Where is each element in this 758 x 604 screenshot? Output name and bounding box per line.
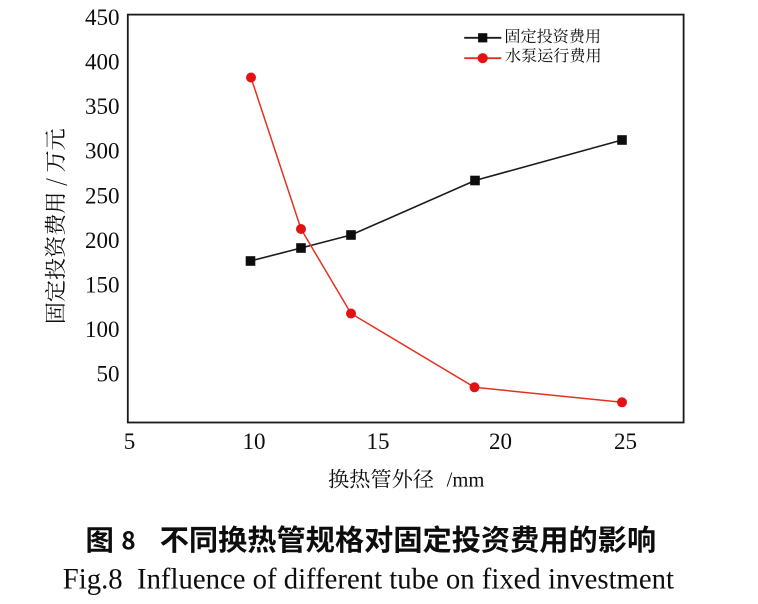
svg-text:100: 100 (85, 317, 120, 342)
svg-text:150: 150 (85, 273, 120, 298)
svg-text:450: 450 (85, 5, 120, 30)
svg-text:10: 10 (243, 429, 266, 454)
svg-text:/mm: /mm (447, 469, 485, 491)
svg-text:25: 25 (614, 429, 637, 454)
svg-text:5: 5 (124, 429, 136, 454)
svg-text:300: 300 (85, 139, 120, 164)
svg-text:20: 20 (489, 429, 512, 454)
svg-text:250: 250 (85, 183, 120, 208)
svg-text:Fig.8 Influence of different: Fig.8 Influence of different tube on fix… (63, 563, 674, 595)
svg-text:350: 350 (85, 94, 120, 119)
svg-text:400: 400 (85, 50, 120, 75)
svg-text:50: 50 (97, 362, 120, 387)
svg-text:15: 15 (367, 429, 390, 454)
svg-text:200: 200 (85, 228, 120, 253)
